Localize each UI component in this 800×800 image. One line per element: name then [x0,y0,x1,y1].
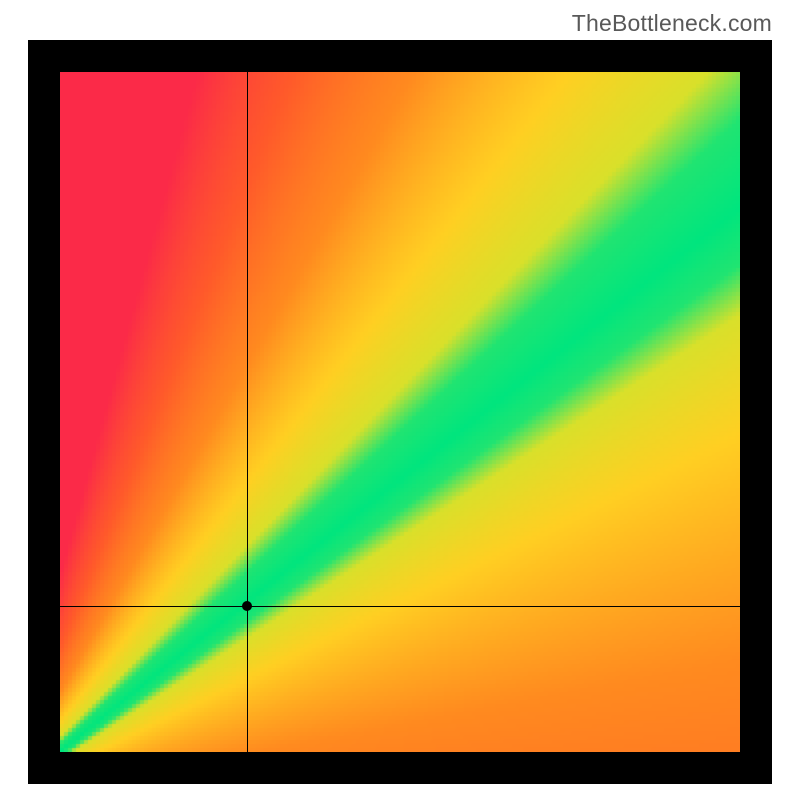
crosshair-horizontal [60,606,740,607]
crosshair-marker-dot [242,601,252,611]
plot-inner [60,72,740,752]
watermark-text: TheBottleneck.com [572,10,772,37]
plot-frame [28,40,772,784]
figure-container: TheBottleneck.com [0,0,800,800]
heatmap-canvas [60,72,740,752]
crosshair-vertical [247,72,248,752]
